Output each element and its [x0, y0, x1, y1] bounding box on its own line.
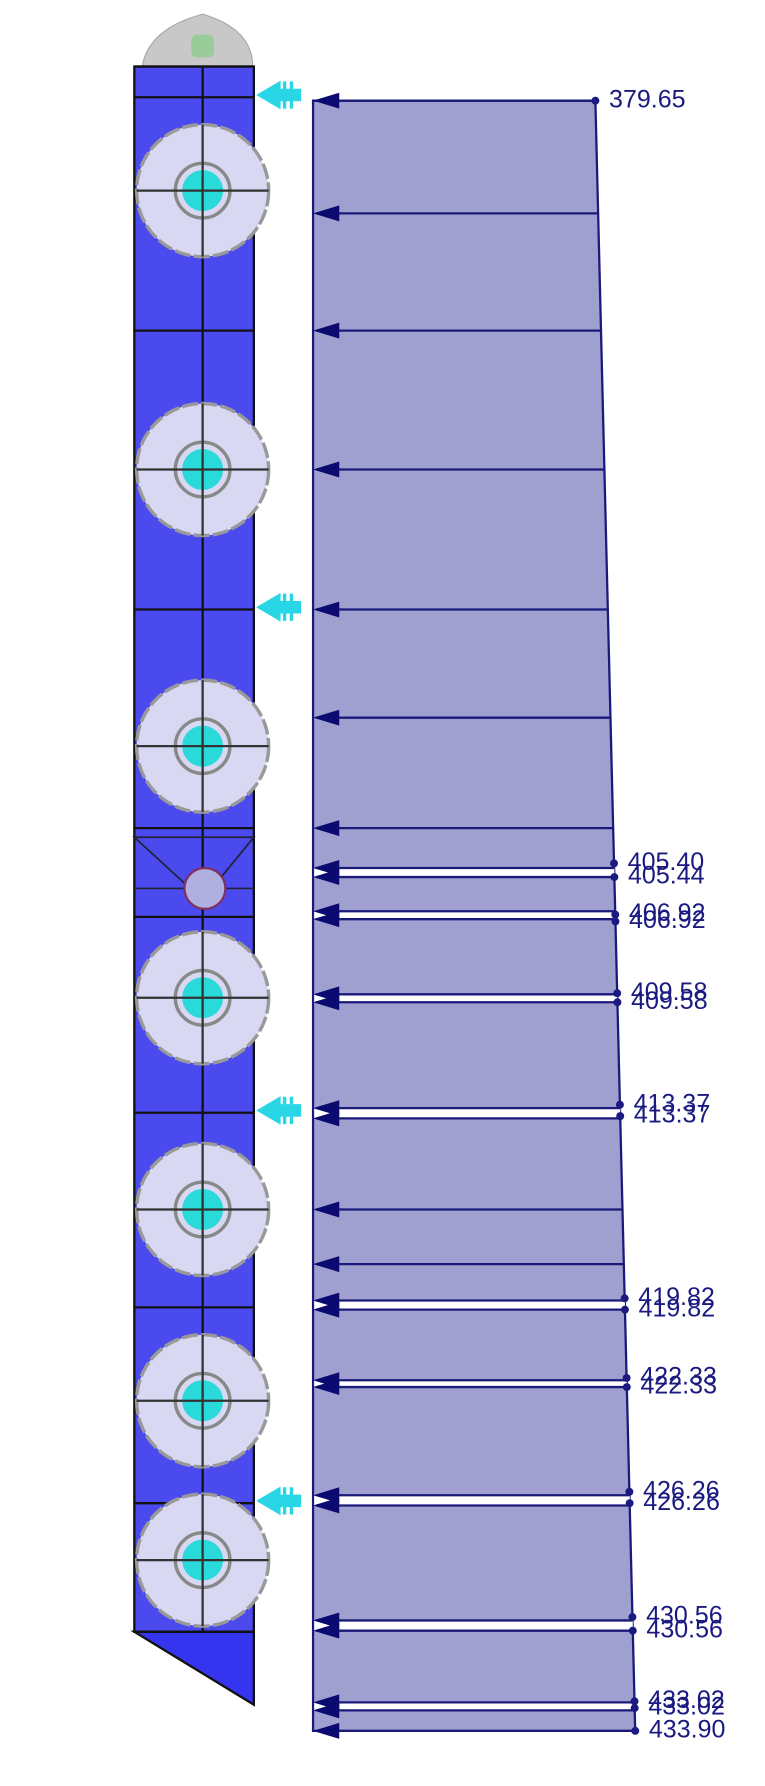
label-dot	[620, 1294, 629, 1303]
value-label: 405.40	[628, 848, 705, 876]
gap	[314, 1702, 635, 1711]
label-dot	[625, 1499, 634, 1508]
gap	[314, 994, 618, 1003]
arrow-head	[313, 1379, 340, 1396]
support-node	[191, 34, 215, 58]
structure	[132, 65, 302, 1633]
value-label: 426.26	[643, 1476, 720, 1504]
value-label: 430.56	[646, 1602, 723, 1630]
label-dot	[610, 859, 619, 868]
arrow-head	[313, 461, 340, 478]
value-label: 433.02	[648, 1693, 725, 1721]
label-dot	[628, 1613, 637, 1622]
hinge	[183, 866, 227, 911]
arrow-head	[313, 1110, 340, 1127]
arrow-head	[313, 1256, 340, 1273]
value-label: 409.58	[631, 978, 708, 1006]
value-label: 405.44	[628, 862, 705, 890]
value-label: 419.82	[638, 1283, 715, 1311]
gap	[314, 1380, 627, 1388]
load-diagram	[311, 92, 637, 1739]
label-dot	[620, 1305, 629, 1314]
label-dot	[630, 1704, 639, 1713]
arrow-head	[313, 601, 340, 618]
arrow-head	[313, 1100, 340, 1117]
arrow-head	[313, 911, 340, 928]
value-label: 406.92	[629, 899, 706, 927]
label-dot	[615, 1100, 624, 1109]
value-label: 379.65	[609, 85, 686, 113]
arrow-head	[313, 820, 340, 837]
label-dot	[611, 917, 620, 926]
column-taper	[130, 1630, 255, 1707]
arrow-head	[313, 1622, 340, 1639]
value-label: 413.37	[634, 1101, 711, 1129]
value-label: 422.33	[640, 1363, 717, 1391]
label-dot	[613, 998, 622, 1007]
label-dot	[622, 1373, 631, 1382]
support-icon	[256, 1096, 302, 1125]
value-label: 426.26	[643, 1488, 720, 1516]
arrow-head	[313, 1702, 340, 1719]
arrow-head	[313, 994, 340, 1011]
value-label: 430.56	[646, 1615, 723, 1643]
label-dot	[622, 1383, 631, 1392]
label-dot	[611, 910, 620, 919]
support-icon	[256, 80, 302, 110]
label-dot	[591, 96, 600, 105]
label-dot	[613, 989, 622, 998]
value-label: 433.02	[648, 1686, 725, 1714]
value-label: 422.33	[640, 1372, 717, 1400]
value-label: 406.92	[629, 906, 706, 934]
arrow-head	[313, 869, 340, 886]
value-label: 419.82	[639, 1294, 716, 1322]
arrow-head	[313, 322, 340, 339]
value-label: 413.37	[634, 1089, 711, 1117]
value-label: 433.90	[649, 1715, 726, 1743]
label-dot	[631, 1726, 640, 1735]
arrow-head	[313, 1301, 340, 1318]
arrow-head	[313, 1612, 340, 1629]
value-label: 409.58	[631, 987, 708, 1015]
label-dot	[630, 1697, 639, 1706]
support-icon	[256, 592, 302, 622]
arrow-head	[313, 1497, 340, 1514]
label-dot	[628, 1626, 637, 1635]
gap	[314, 1620, 633, 1631]
gap	[314, 1108, 621, 1119]
gap	[314, 911, 616, 920]
support-icon	[256, 1486, 302, 1516]
label-dot	[625, 1487, 634, 1496]
label-dot	[610, 873, 619, 882]
arrow-head	[313, 1722, 340, 1739]
arrow-head	[313, 92, 340, 109]
arrow-head	[313, 1487, 340, 1504]
gap	[314, 1300, 625, 1310]
arrow-head	[313, 1201, 340, 1218]
arrow-head	[313, 709, 340, 726]
label-dot	[616, 1112, 625, 1121]
arrow-head	[313, 205, 340, 222]
gap	[314, 867, 615, 878]
gap	[314, 1495, 630, 1506]
